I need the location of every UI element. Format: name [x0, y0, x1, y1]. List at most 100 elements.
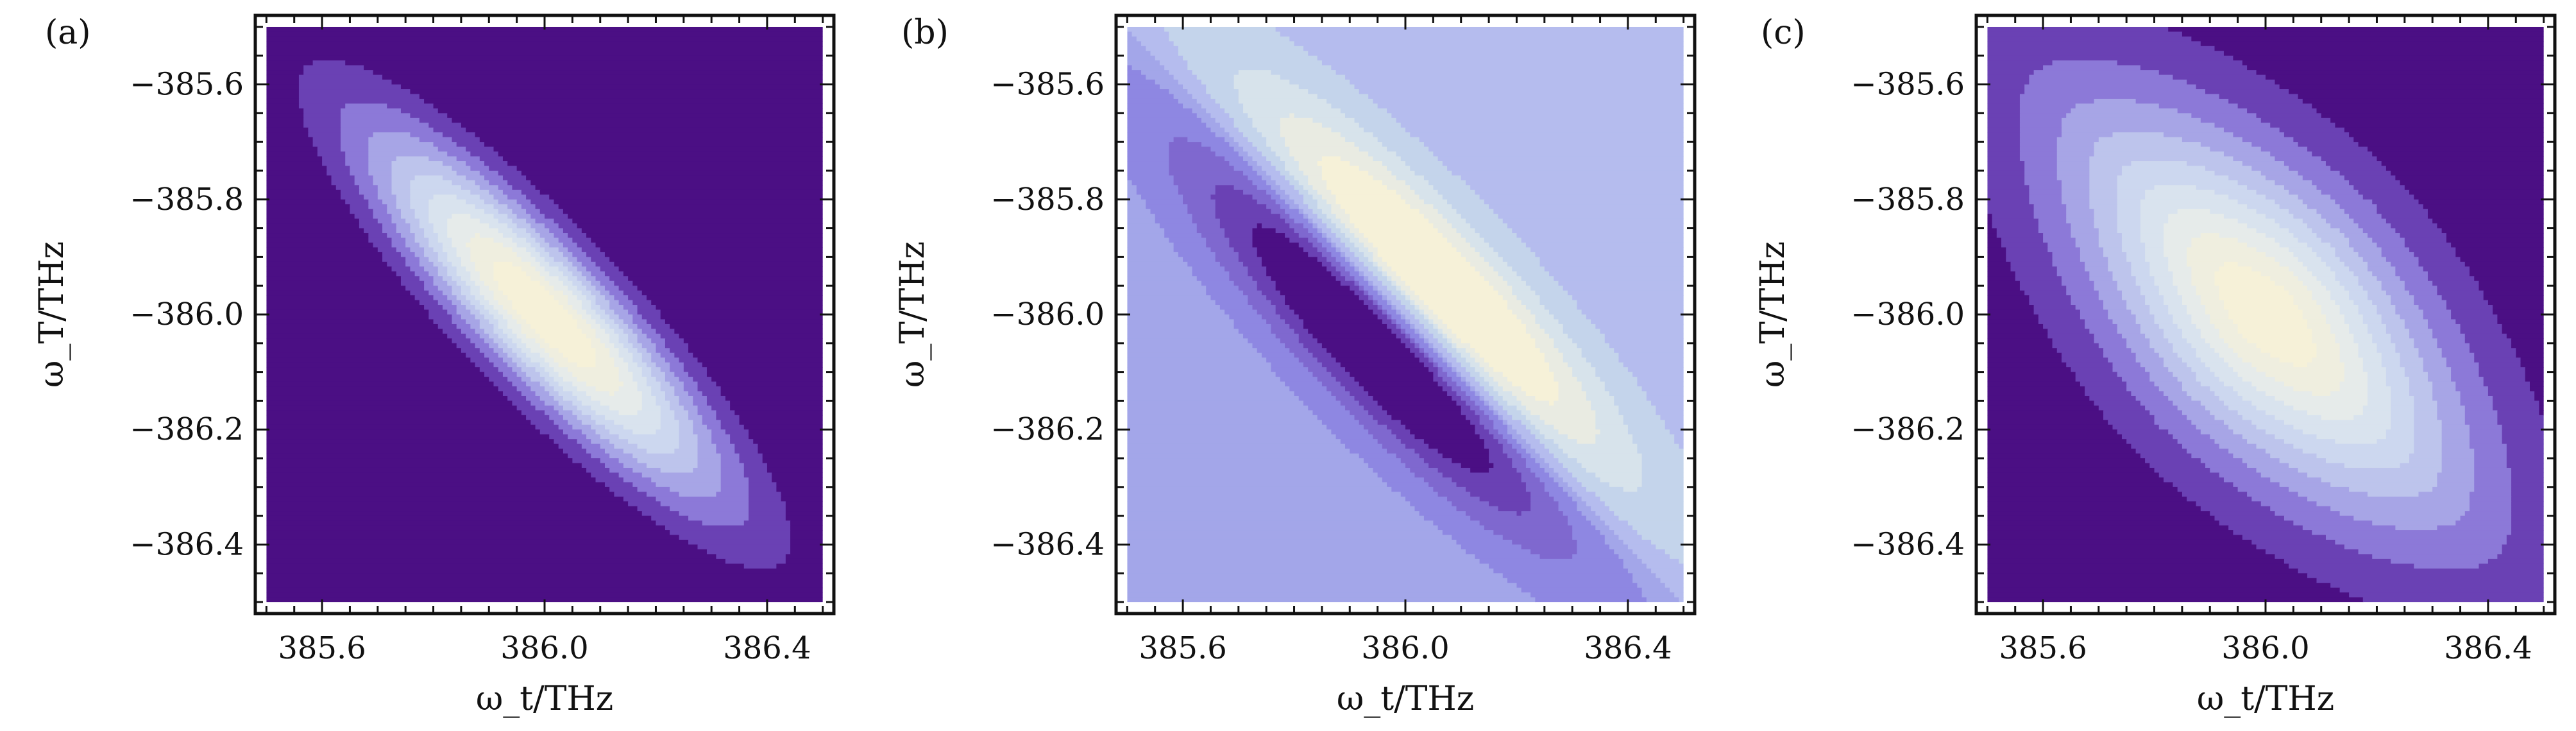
- contour-cell: [1340, 271, 1350, 277]
- contour-cell: [1377, 472, 1416, 478]
- contour-cell: [2135, 319, 2155, 325]
- panel-b-y-tick-labels: −385.6 −385.8 −386.0 −386.2 −386.4: [990, 67, 1105, 563]
- contour-cell: [2470, 429, 2503, 435]
- contour-cell: [693, 424, 708, 430]
- contour-cell: [2187, 261, 2224, 267]
- contour-cell: [2270, 276, 2299, 282]
- contour-cell: [368, 161, 393, 167]
- contour-cell: [502, 372, 518, 377]
- contour-cell: [1354, 266, 1360, 272]
- contour-cell: [1127, 70, 1142, 76]
- contour-cell: [2289, 247, 2312, 253]
- contour-cell: [1987, 429, 2118, 435]
- contour-cell: [410, 189, 471, 195]
- contour-cell: [1345, 276, 1355, 282]
- contour-cell: [577, 276, 587, 282]
- contour-cell: [2400, 314, 2424, 320]
- contour-cell: [2307, 319, 2326, 325]
- contour-cell: [2279, 357, 2312, 363]
- contour-cell: [665, 377, 680, 383]
- contour-cell: [1289, 386, 1327, 392]
- contour-cell: [628, 323, 638, 330]
- contour-cell: [530, 199, 555, 205]
- contour-cell: [526, 271, 541, 277]
- contour-cell: [498, 280, 541, 286]
- contour-cell: [317, 151, 346, 157]
- contour-cell: [1572, 496, 1582, 502]
- contour-cell: [1423, 458, 1452, 464]
- contour-cell: [521, 377, 531, 383]
- contour-cell: [2251, 381, 2285, 387]
- contour-cell: [1641, 587, 1670, 593]
- contour-cell: [2233, 482, 2280, 488]
- contour-cell: [614, 309, 629, 315]
- contour-cell: [1465, 218, 1504, 224]
- contour-cell: [637, 333, 647, 339]
- contour-cell: [535, 257, 545, 262]
- contour-cell: [530, 420, 555, 426]
- contour-cell: [507, 161, 823, 167]
- contour-cell: [660, 352, 675, 358]
- contour-cell: [2019, 286, 2067, 291]
- contour-cell: [1359, 266, 1369, 272]
- contour-cell: [647, 362, 657, 368]
- contour-cell: [1414, 434, 1480, 440]
- contour-cell: [2112, 362, 2141, 368]
- contour-cell: [563, 228, 582, 234]
- contour-cell: [535, 204, 559, 210]
- contour-cell: [1127, 60, 1160, 66]
- contour-cell: [1243, 189, 1267, 195]
- contour-cell: [2117, 329, 2141, 334]
- contour-cell: [1359, 295, 1369, 301]
- contour-cell: [2135, 357, 2164, 363]
- contour-field: [1127, 26, 1684, 603]
- contour-cell: [1243, 170, 1258, 176]
- contour-cell: [2446, 237, 2544, 243]
- contour-cell: [493, 348, 504, 354]
- contour-cell: [1340, 261, 1350, 267]
- contour-cell: [790, 520, 823, 526]
- contour-cell: [1387, 309, 1397, 315]
- contour-cell: [2368, 372, 2387, 377]
- contour-cell: [2121, 247, 2146, 253]
- contour-cell: [1521, 587, 1643, 593]
- contour-cell: [2284, 286, 2308, 291]
- contour-cell: [2502, 434, 2544, 440]
- contour-cell: [1525, 323, 1541, 330]
- contour-cell: [1618, 357, 1684, 363]
- contour-cell: [618, 286, 638, 291]
- contour-cell: [549, 343, 591, 348]
- contour-cell: [2321, 477, 2438, 483]
- contour-cell: [1623, 563, 1647, 569]
- contour-cell: [479, 348, 495, 354]
- contour-cell: [2038, 319, 2085, 325]
- contour-cell: [266, 515, 652, 521]
- contour-cell: [1484, 237, 1522, 243]
- contour-cell: [1229, 132, 1244, 138]
- contour-cell: [2385, 166, 2544, 171]
- contour-cell: [2182, 443, 2220, 449]
- contour-cell: [2339, 305, 2359, 311]
- contour-cell: [1623, 558, 1643, 564]
- contour-cell: [1127, 362, 1271, 368]
- contour-cell: [447, 218, 480, 224]
- contour-cell: [743, 563, 777, 569]
- contour-cell: [2479, 367, 2526, 373]
- contour-cell: [623, 343, 633, 348]
- contour-cell: [1257, 223, 1262, 229]
- contour-cell: [2242, 333, 2312, 339]
- contour-cell: [266, 189, 341, 195]
- contour-cell: [2066, 113, 2192, 119]
- contour-cell: [641, 367, 652, 373]
- contour-cell: [2293, 520, 2373, 526]
- contour-cell: [1461, 175, 1684, 181]
- contour-cell: [516, 333, 527, 339]
- contour-cell: [2149, 261, 2169, 267]
- contour-cell: [2145, 247, 2164, 253]
- contour-cell: [2043, 65, 2141, 71]
- contour-cell: [674, 449, 699, 454]
- contour-cell: [1363, 386, 1443, 392]
- contour-cell: [1987, 352, 2062, 358]
- contour-cell: [2043, 237, 2076, 243]
- contour-cell: [1169, 166, 1235, 171]
